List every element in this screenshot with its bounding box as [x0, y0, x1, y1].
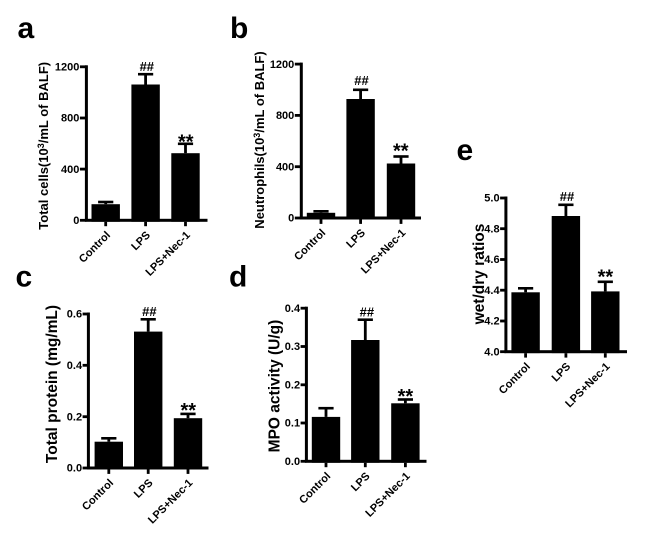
svg-text:0: 0: [73, 215, 79, 227]
svg-text:Control: Control: [80, 477, 116, 513]
svg-text:0.0: 0.0: [285, 456, 300, 468]
svg-text:0.3: 0.3: [285, 341, 300, 353]
svg-text:1200: 1200: [55, 62, 79, 74]
svg-text:##: ##: [360, 304, 375, 319]
svg-text:800: 800: [61, 113, 79, 125]
svg-text:**: **: [178, 131, 194, 153]
svg-text:Control: Control: [77, 229, 113, 265]
svg-text:**: **: [598, 267, 614, 289]
svg-text:**: **: [393, 141, 409, 163]
svg-text:0.0: 0.0: [67, 463, 82, 475]
svg-text:LPS: LPS: [349, 470, 373, 494]
svg-text:a: a: [18, 12, 35, 45]
svg-text:LPS: LPS: [132, 477, 156, 501]
svg-text:4.2: 4.2: [484, 316, 499, 328]
svg-text:0.1: 0.1: [285, 418, 300, 430]
svg-text:##: ##: [560, 189, 575, 204]
svg-text:0: 0: [288, 213, 294, 225]
svg-text:##: ##: [140, 59, 155, 74]
svg-text:wet/dry ratios: wet/dry ratios: [471, 224, 488, 326]
svg-text:Control: Control: [497, 361, 533, 397]
svg-text:**: **: [398, 386, 414, 408]
svg-text:MPO activity (U/g): MPO activity (U/g): [267, 320, 284, 453]
svg-text:400: 400: [276, 161, 294, 173]
svg-text:4.6: 4.6: [484, 254, 499, 266]
svg-text:4.8: 4.8: [484, 223, 499, 235]
svg-text:0.4: 0.4: [285, 303, 301, 315]
svg-text:LPS: LPS: [129, 229, 153, 253]
svg-text:0.2: 0.2: [67, 411, 82, 423]
svg-text:Control: Control: [292, 227, 328, 263]
svg-text:LPS: LPS: [344, 227, 368, 251]
svg-text:4.4: 4.4: [484, 285, 500, 297]
svg-text:800: 800: [276, 110, 294, 122]
svg-text:Neutrophils(103/mL of BALF): Neutrophils(103/mL of BALF): [252, 51, 267, 228]
svg-text:##: ##: [354, 73, 369, 88]
svg-text:**: **: [181, 400, 197, 422]
svg-text:0.6: 0.6: [67, 309, 82, 321]
svg-text:0.2: 0.2: [285, 380, 300, 392]
svg-text:1200: 1200: [270, 59, 294, 71]
svg-text:5.0: 5.0: [484, 193, 499, 205]
svg-text:e: e: [457, 134, 474, 167]
svg-text:0.4: 0.4: [67, 360, 83, 372]
svg-text:c: c: [16, 261, 33, 294]
svg-text:Total cells(103/mL of BALF): Total cells(103/mL of BALF): [36, 62, 51, 230]
svg-text:b: b: [230, 12, 248, 45]
svg-text:##: ##: [142, 304, 157, 319]
svg-text:400: 400: [61, 164, 79, 176]
svg-text:LPS: LPS: [550, 361, 574, 385]
svg-text:Control: Control: [297, 470, 333, 506]
svg-text:d: d: [229, 261, 247, 294]
svg-text:Total protein (mg/mL): Total protein (mg/mL): [44, 305, 61, 463]
svg-text:4.0: 4.0: [484, 346, 499, 358]
